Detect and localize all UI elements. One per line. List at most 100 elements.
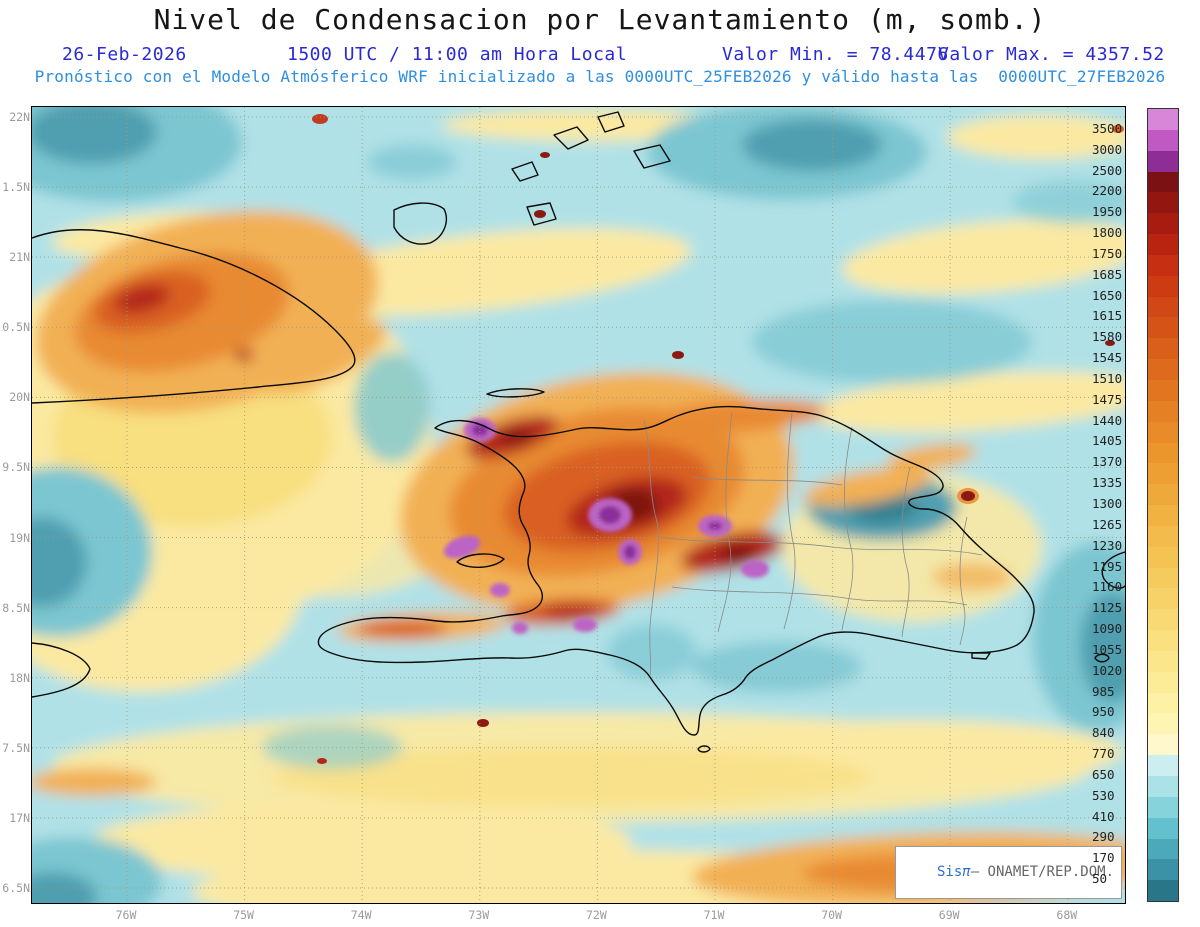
y-axis-label: 0.5N <box>2 320 30 335</box>
colorbar-label: 1055 <box>1092 641 1123 657</box>
colorbar-segment <box>1148 630 1178 651</box>
y-axis-label: 1.5N <box>2 180 30 195</box>
colorbar-label: 170 <box>1092 850 1115 866</box>
great-inagua-island <box>393 202 448 245</box>
colorbar-label: 1265 <box>1092 516 1123 532</box>
colorbar-label: 840 <box>1092 725 1115 741</box>
x-axis-label: 69W <box>938 908 960 922</box>
colorbar-label: 1750 <box>1092 245 1123 261</box>
colorbar-label: 1510 <box>1092 370 1123 386</box>
mona-island <box>1094 653 1110 663</box>
colorbar-segment <box>1148 421 1178 443</box>
colorbar-segment <box>1148 359 1178 380</box>
coastlines <box>32 111 1125 753</box>
east-edge-coast <box>1101 551 1125 589</box>
colorbar-segment <box>1148 650 1178 672</box>
colorbar-segment <box>1148 296 1178 318</box>
colorbar-label: 1800 <box>1092 225 1123 241</box>
value-min: Valor Min. = 78.4476 <box>722 44 949 65</box>
colorbar-segment <box>1148 338 1178 360</box>
colorbar-label: 3000 <box>1092 141 1123 157</box>
colorbar-label: 1370 <box>1092 454 1123 470</box>
x-axis-label: 73W <box>468 908 490 922</box>
y-axis-label: 17N <box>9 810 30 825</box>
colorbar-segment <box>1148 546 1178 568</box>
y-axis-label: 6.5N <box>2 880 30 895</box>
x-axis-label: 72W <box>586 908 607 922</box>
colorbar-labels: 3500 3000 2500 2200 1950 1800 1750 1685 1650 1615… <box>1092 108 1144 900</box>
x-axis-label: 71W <box>703 908 725 922</box>
y-axis-label: 7.5N <box>2 740 30 755</box>
colorbar-segment <box>1148 442 1178 464</box>
colorbar-segment <box>1148 567 1178 589</box>
colorbar-label: 1950 <box>1092 204 1123 220</box>
colorbar-segment <box>1148 254 1178 276</box>
x-axis-labels: 76W 75W 74W 73W 72W 71W 70W 69W 68W <box>31 908 1124 924</box>
grid-layer <box>32 107 1125 903</box>
colorbar <box>1147 108 1179 902</box>
colorbar-label: 410 <box>1092 808 1115 824</box>
colorbar-segment <box>1148 275 1178 297</box>
colorbar-label: 650 <box>1092 766 1115 782</box>
colorbar-segment <box>1148 400 1178 422</box>
y-axis-label: 22N <box>9 110 30 124</box>
colorbar-segment <box>1148 859 1178 881</box>
colorbar-label: 1405 <box>1092 433 1123 449</box>
y-axis-label: 21N <box>9 250 30 265</box>
colorbar-segment <box>1148 109 1178 130</box>
colorbar-segment <box>1148 213 1178 235</box>
y-axis-label: 8.5N <box>2 600 30 615</box>
y-axis-label: 19N <box>9 530 30 545</box>
colorbar-segment <box>1148 588 1178 610</box>
colorbar-label: 2200 <box>1092 183 1123 199</box>
watermark: Sisπ– ONAMET/REP.DOM. <box>895 846 1122 899</box>
colorbar-segment <box>1148 463 1178 485</box>
province-borders <box>643 411 983 676</box>
colorbar-segment <box>1148 817 1178 839</box>
watermark-source: – ONAMET/REP.DOM. <box>970 864 1114 880</box>
y-axis-label: 9.5N <box>2 460 30 475</box>
x-axis-label: 68W <box>1056 908 1078 922</box>
colorbar-segment <box>1148 129 1178 151</box>
colorbar-segment <box>1148 192 1178 214</box>
colorbar-label: 1580 <box>1092 329 1123 345</box>
colorbar-segment <box>1148 734 1178 756</box>
hispaniola-coastline <box>317 406 1035 736</box>
field-layer <box>32 107 1125 903</box>
colorbar-segment <box>1148 505 1178 526</box>
colorbar-label: 50 <box>1092 871 1108 887</box>
jamaica-coastline <box>32 642 91 698</box>
forecast-date: 26-Feb-2026 <box>62 44 187 65</box>
colorbar-segment <box>1148 317 1178 339</box>
small-island-1 <box>526 202 557 226</box>
colorbar-segment <box>1148 692 1178 714</box>
colorbar-segment <box>1148 776 1178 797</box>
colorbar-label: 290 <box>1092 829 1115 845</box>
colorbar-segment <box>1148 838 1178 860</box>
beata-island <box>697 745 711 753</box>
colorbar-label: 1545 <box>1092 350 1123 366</box>
caicos-island-1 <box>553 126 589 150</box>
colorbar-segment <box>1148 713 1178 735</box>
x-axis-label: 76W <box>115 908 137 922</box>
y-axis-label: 20N <box>9 390 30 405</box>
purple-patches <box>443 418 769 634</box>
turks-island <box>633 144 671 169</box>
colorbar-segment <box>1148 484 1178 506</box>
watermark-pi-icon: π <box>962 864 971 880</box>
colorbar-segment <box>1148 234 1178 255</box>
colorbar-label: 1440 <box>1092 412 1123 428</box>
colorbar-label: 1230 <box>1092 537 1123 553</box>
contour-map <box>32 107 1125 903</box>
colorbar-label: 3500 <box>1092 120 1123 136</box>
colorbar-label: 1335 <box>1092 475 1123 491</box>
x-axis-label: 74W <box>350 908 372 922</box>
colorbar-label: 985 <box>1092 683 1115 699</box>
colorbar-label: 1160 <box>1092 579 1123 595</box>
colorbar-label: 1615 <box>1092 308 1123 324</box>
colorbar-segment <box>1148 171 1178 193</box>
forecast-header: 26-Feb-2026 1500 UTC / 11:00 am Hora Loc… <box>0 44 1200 66</box>
y-axis-label: 18N <box>9 670 30 685</box>
map-plot: Sisπ– ONAMET/REP.DOM. <box>31 106 1126 904</box>
